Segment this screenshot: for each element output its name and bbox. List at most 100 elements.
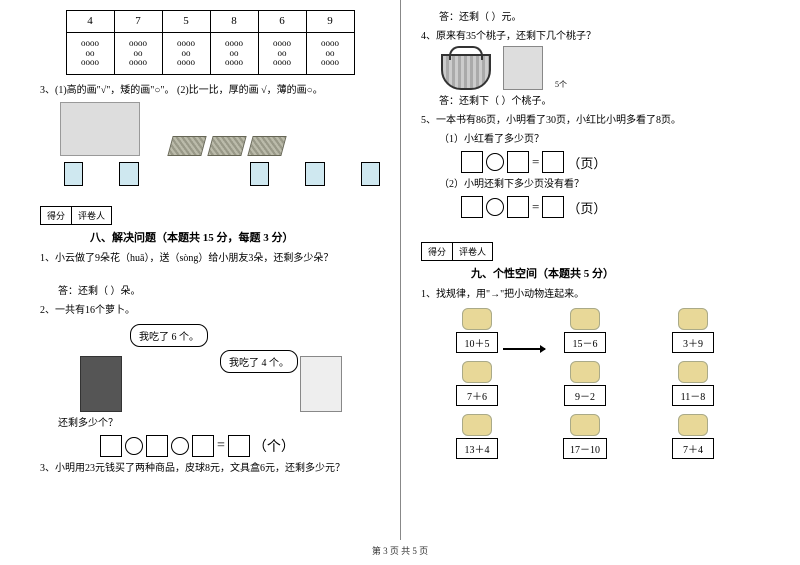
expr-box: 3＋9 bbox=[672, 332, 714, 353]
tc-4: oooooooooo bbox=[210, 33, 258, 75]
rabbit-image-1 bbox=[80, 356, 122, 412]
expr-box: 9－2 bbox=[564, 385, 606, 406]
animal-cell: 9－2 bbox=[545, 361, 625, 406]
expr-box: 7＋6 bbox=[456, 385, 498, 406]
animal-icon bbox=[678, 361, 708, 383]
eq-op[interactable] bbox=[125, 437, 143, 455]
eq-unit: （页） bbox=[567, 153, 606, 172]
tc-5: oooooooooo bbox=[258, 33, 306, 75]
animal-cell: 15－6 bbox=[545, 308, 625, 353]
basket-scene: 5个 bbox=[441, 46, 760, 90]
animal-icon bbox=[462, 361, 492, 383]
s8-q5-1: （1）小红看了多少页？ bbox=[439, 132, 760, 147]
eq-box[interactable] bbox=[542, 196, 564, 218]
animal-cell: 11－8 bbox=[653, 361, 733, 406]
eq-op[interactable] bbox=[171, 437, 189, 455]
eq-box[interactable] bbox=[507, 151, 529, 173]
animal-puzzle: 10＋5 15－6 3＋9 7＋6 9－2 bbox=[421, 308, 760, 459]
speech-bubble-1: 我吃了 6 个。 bbox=[130, 324, 208, 347]
answer-box[interactable] bbox=[119, 162, 138, 186]
eq-unit: （页） bbox=[567, 198, 606, 217]
animal-cell: 7＋4 bbox=[653, 414, 733, 459]
answer-box[interactable] bbox=[361, 162, 380, 186]
wood-stack bbox=[170, 136, 284, 156]
eq-op[interactable] bbox=[486, 198, 504, 216]
grader-label: 评卷人 bbox=[72, 207, 111, 224]
rabbit-image-2 bbox=[300, 356, 342, 412]
eq-box[interactable] bbox=[542, 151, 564, 173]
th-1: 4 bbox=[66, 11, 114, 33]
eq-box[interactable] bbox=[507, 196, 529, 218]
s8-q4: 4、原来有35个桃子，还剩下几个桃子？ bbox=[421, 29, 760, 44]
equation-row: = （个） bbox=[100, 435, 380, 457]
expr-box: 17－10 bbox=[563, 438, 607, 459]
animal-icon bbox=[570, 361, 600, 383]
cart-image bbox=[60, 102, 140, 156]
eq-unit: （个） bbox=[253, 436, 295, 456]
question-3: 3、(1)高的画"√"，矮的画"○"。 (2)比一比，厚的画 √，薄的画○。 bbox=[40, 83, 380, 98]
animal-cell: 10＋5 bbox=[437, 308, 517, 353]
animal-cell: 7＋6 bbox=[437, 361, 517, 406]
animal-cell: 17－10 bbox=[545, 414, 625, 459]
equals-sign: = bbox=[217, 438, 225, 454]
answer-box[interactable] bbox=[64, 162, 83, 186]
animal-icon bbox=[678, 308, 708, 330]
s8-q2: 2、一共有16个萝卜。 bbox=[40, 303, 380, 318]
tc-6: oooooooooo bbox=[306, 33, 354, 75]
animal-icon bbox=[570, 414, 600, 436]
equals-sign: = bbox=[532, 199, 539, 215]
wood-piece bbox=[167, 136, 206, 156]
eq-box[interactable] bbox=[461, 196, 483, 218]
compare-images-row bbox=[60, 102, 380, 156]
equals-sign: = bbox=[532, 154, 539, 170]
rabbit-scene: 我吃了 6 个。 我吃了 4 个。 bbox=[70, 322, 380, 412]
s8-q5: 5、一本书有86页，小明看了30页，小红比小明多看了8页。 bbox=[421, 113, 760, 128]
s8-q2-sub: 还剩多少个？ bbox=[58, 416, 380, 431]
s8-q3-answer: 答：还剩（ ）元。 bbox=[439, 10, 760, 25]
left-column: 4 7 5 8 6 9 oooooooooo oooooooooo oooooo… bbox=[0, 0, 400, 540]
score-label: 得分 bbox=[422, 243, 453, 260]
wood-piece bbox=[207, 136, 246, 156]
animal-icon bbox=[462, 308, 492, 330]
eq-box[interactable] bbox=[100, 435, 122, 457]
answer-box[interactable] bbox=[250, 162, 269, 186]
th-3: 5 bbox=[162, 11, 210, 33]
answer-boxes-row bbox=[64, 162, 380, 186]
tc-1: oooooooooo bbox=[66, 33, 114, 75]
s8-q4-answer: 答：还剩下（ ）个桃子。 bbox=[439, 94, 760, 109]
expr-box: 7＋4 bbox=[672, 438, 714, 459]
boy-image bbox=[503, 46, 543, 90]
equation-row: = （页） bbox=[461, 196, 760, 218]
eq-box[interactable] bbox=[461, 151, 483, 173]
page-footer: 第 3 页 共 5 页 bbox=[0, 540, 800, 557]
eq-box[interactable] bbox=[146, 435, 168, 457]
peach-count-label: 5个 bbox=[555, 79, 567, 90]
animal-icon bbox=[462, 414, 492, 436]
score-box: 得分 评卷人 bbox=[40, 206, 112, 225]
animal-cell: 13＋4 bbox=[437, 414, 517, 459]
tc-3: oooooooooo bbox=[162, 33, 210, 75]
section-9-title: 九、个性空间（本题共 5 分） bbox=[471, 265, 760, 281]
eq-box[interactable] bbox=[192, 435, 214, 457]
speech-bubble-2: 我吃了 4 个。 bbox=[220, 350, 298, 373]
eq-op[interactable] bbox=[486, 153, 504, 171]
animal-icon bbox=[678, 414, 708, 436]
arrow-icon bbox=[503, 348, 545, 350]
wood-piece bbox=[247, 136, 286, 156]
section-8-title: 八、解决问题（本题共 15 分，每题 3 分） bbox=[90, 229, 380, 245]
tc-2: oooooooooo bbox=[114, 33, 162, 75]
expr-box: 11－8 bbox=[672, 385, 714, 406]
th-4: 8 bbox=[210, 11, 258, 33]
answer-box[interactable] bbox=[305, 162, 324, 186]
expr-box: 10＋5 bbox=[456, 332, 498, 353]
eq-box[interactable] bbox=[228, 435, 250, 457]
s8-q5-2: （2）小明还剩下多少页没有看？ bbox=[439, 177, 760, 192]
right-column: 答：还剩（ ）元。 4、原来有35个桃子，还剩下几个桃子？ 5个 答：还剩下（ … bbox=[400, 0, 800, 540]
s8-q1: 1、小云做了9朵花（huā），送（sòng）给小朋友3朵，还剩多少朵？ bbox=[40, 251, 380, 266]
s8-q3: 3、小明用23元钱买了两种商品，皮球8元，文具盒6元，还剩多少元？ bbox=[40, 461, 380, 476]
equation-row: = （页） bbox=[461, 151, 760, 173]
grader-label: 评卷人 bbox=[453, 243, 492, 260]
expr-box: 13＋4 bbox=[456, 438, 498, 459]
s8-q1-answer: 答：还剩（ ）朵。 bbox=[58, 284, 380, 299]
th-6: 9 bbox=[306, 11, 354, 33]
